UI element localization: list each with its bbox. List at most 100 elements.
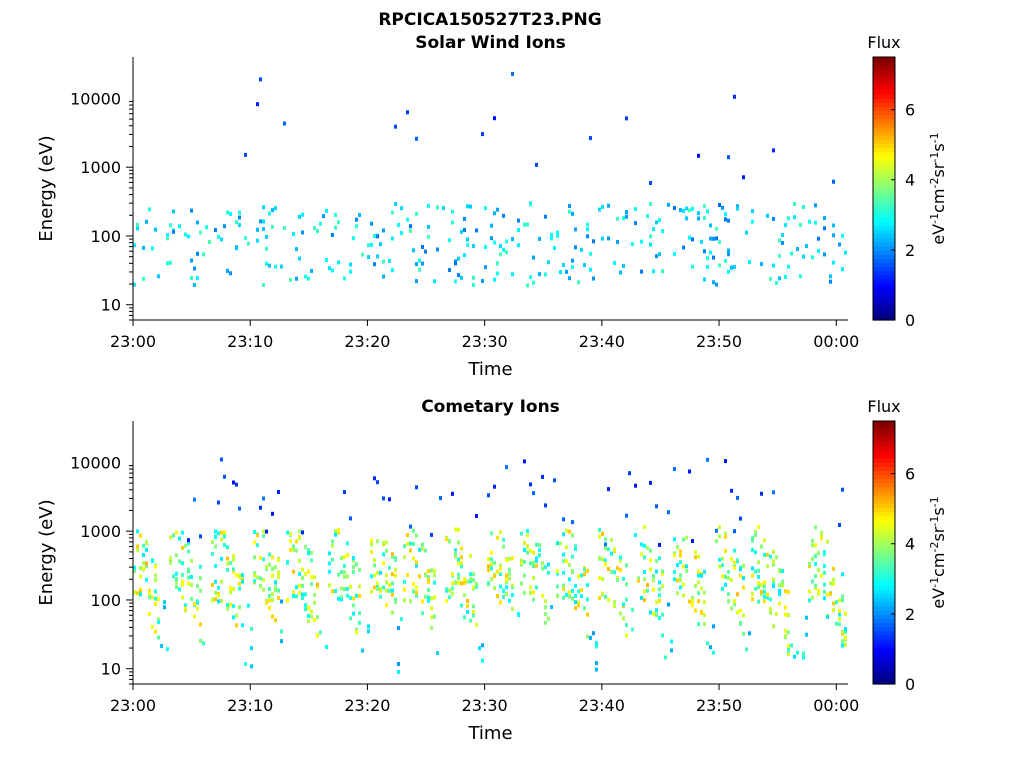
heatmap-cell (601, 236, 604, 241)
heatmap-cell (301, 530, 304, 535)
heatmap-cell (736, 206, 739, 211)
x-tick-label: 23:10 (227, 332, 273, 351)
heatmap-cell (769, 276, 772, 281)
heatmap-cell (472, 604, 475, 609)
heatmap-cell (460, 555, 463, 560)
heatmap-cell (343, 587, 346, 592)
panel-cometary-ions: Cometary Ions 10 100 1000 10000 23:00 23:10 23:… (36, 397, 948, 744)
heatmap-cell (646, 588, 649, 593)
heatmap-cell (187, 575, 190, 580)
heatmap-cell (304, 592, 307, 597)
heatmap-cell (424, 548, 427, 553)
colorbar: 0 2 4 6 Flux eV-1cm-2sr-1s-1 (867, 33, 948, 330)
colorbar-step (873, 642, 895, 648)
heatmap-cell (154, 578, 157, 583)
heatmap-cell (556, 584, 559, 589)
heatmap-cell (643, 543, 646, 548)
heatmap-cell (760, 589, 763, 594)
heatmap-cell (286, 560, 289, 565)
heatmap-cell (565, 545, 568, 550)
heatmap-cell (568, 204, 571, 208)
heatmap-cell (367, 629, 370, 634)
y-tick-label: 100 (90, 227, 121, 246)
heatmap-cell (199, 230, 202, 235)
heatmap-cell (217, 531, 220, 536)
heatmap-cell (625, 623, 628, 628)
heatmap-cell (718, 263, 721, 268)
heatmap-cell (493, 277, 496, 282)
heatmap-cell (133, 565, 136, 570)
heatmap-cell (352, 558, 355, 563)
heatmap-cell (568, 594, 571, 599)
heatmap-cell (223, 533, 226, 537)
heatmap-cell (751, 209, 754, 214)
heatmap-cell (277, 490, 280, 494)
colorbar-tick-label: 4 (905, 535, 915, 554)
colorbar-step (873, 548, 895, 554)
heatmap-cell (190, 558, 193, 563)
heatmap-cell (376, 254, 379, 259)
colorbar-step (873, 151, 895, 157)
heatmap-cell (799, 222, 802, 227)
heatmap-cell (649, 234, 652, 239)
heatmap-cell (748, 631, 751, 636)
heatmap-cell (643, 577, 646, 582)
heatmap-cell (598, 555, 601, 560)
heatmap-cell (334, 225, 337, 230)
heatmap-cell (316, 582, 319, 587)
heatmap-cell (331, 557, 334, 562)
heatmap-cell (793, 215, 796, 220)
heatmap-cell (589, 251, 592, 256)
heatmap-cell (154, 227, 157, 232)
heatmap-cell (730, 606, 733, 611)
heatmap-cell (505, 239, 508, 244)
heatmap-cell (442, 206, 445, 211)
heatmap-cell (403, 587, 406, 592)
heatmap-cell (244, 236, 247, 241)
heatmap-cell (457, 572, 460, 577)
heatmap-cell (571, 569, 574, 573)
heatmap-cell (448, 268, 451, 272)
heatmap-cell (508, 567, 511, 572)
heatmap-cell (616, 566, 619, 571)
heatmap-cell (820, 533, 823, 538)
heatmap-cell (172, 209, 175, 214)
heatmap-cell (322, 214, 325, 219)
heatmap-cell (601, 577, 604, 582)
heatmap-cell (307, 569, 310, 574)
heatmap-cell (151, 246, 154, 251)
heatmap-cell (640, 542, 643, 547)
heatmap-cell (436, 651, 439, 656)
heatmap-cell (835, 621, 838, 626)
heatmap-cell (649, 567, 652, 572)
heatmap-cell (466, 579, 469, 584)
heatmap-cell (496, 207, 499, 212)
heatmap-cell (841, 267, 844, 272)
heatmap-cell (814, 543, 817, 548)
heatmap-cell (574, 593, 577, 598)
heatmap-cell (541, 474, 544, 479)
heatmap-cell (259, 77, 262, 82)
heatmap-cell (445, 537, 448, 542)
heatmap-cell (817, 551, 820, 556)
heatmap-cell (565, 593, 568, 597)
heatmap-cell (571, 554, 574, 559)
heatmap-cell (796, 247, 799, 251)
heatmap-cell (268, 598, 271, 603)
heatmap-cell (670, 648, 673, 653)
heatmap-cell (382, 259, 385, 264)
heatmap-cell (538, 543, 541, 547)
heatmap-cell (298, 535, 301, 539)
heatmap-cell (394, 124, 397, 129)
heatmap-cell (259, 505, 262, 510)
heatmap-cell (829, 279, 832, 284)
colorbar-step (873, 503, 895, 508)
heatmap-cell (502, 213, 505, 218)
heatmap-cell (544, 620, 547, 625)
heatmap-cell (583, 567, 586, 572)
heatmap-cell (721, 574, 724, 579)
heatmap-cell (715, 236, 718, 241)
heatmap-cell (814, 203, 817, 208)
heatmap-cell (481, 132, 484, 137)
heatmap-cell (772, 263, 775, 268)
